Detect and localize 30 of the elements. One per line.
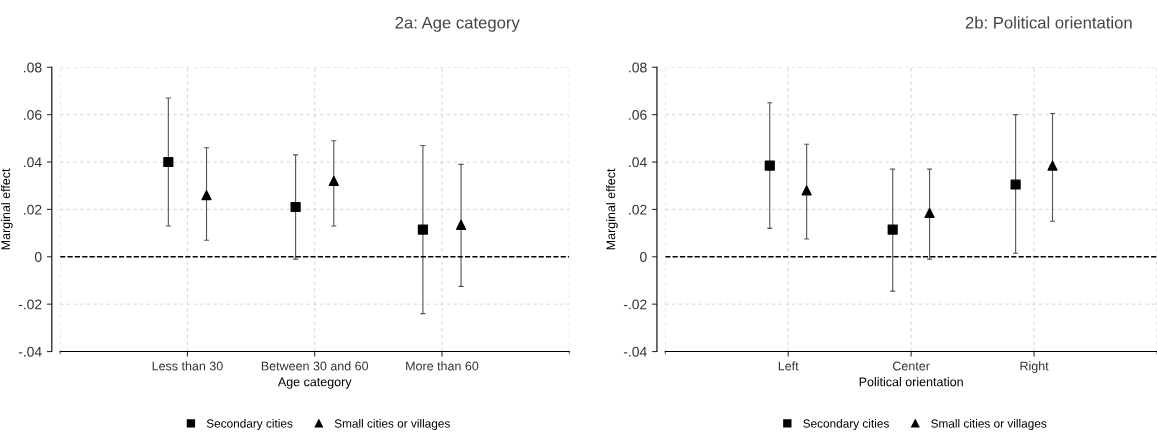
x-axis-title: Political orientation bbox=[859, 377, 963, 387]
x-tick-label: Between 30 and 60 bbox=[261, 361, 369, 371]
legend-label: Small cities or villages bbox=[334, 419, 450, 431]
y-tick-label: -.04 bbox=[18, 346, 42, 357]
y-axis-title: Marginal effect bbox=[0, 168, 13, 250]
x-axis-title: Age category bbox=[277, 377, 352, 389]
y-tick-label: 0 bbox=[34, 252, 42, 262]
y-tick-label: .06 bbox=[629, 109, 647, 120]
y-tick-label: -.02 bbox=[623, 299, 647, 310]
y-tick-label: -.02 bbox=[18, 299, 42, 310]
legend-label: Small cities or villages bbox=[931, 419, 1047, 431]
chart-title: 2a: Age category bbox=[395, 16, 520, 32]
y-tick-label: .02 bbox=[24, 204, 42, 215]
y-tick-label: .04 bbox=[24, 157, 42, 168]
chart-title: 2b: Political orientation bbox=[965, 16, 1132, 29]
legend-label: Secondary cities bbox=[803, 419, 889, 431]
y-tick-label: 0 bbox=[640, 252, 647, 262]
x-tick-label: Right bbox=[1020, 361, 1049, 373]
y-tick-label: .06 bbox=[24, 109, 42, 120]
legend-label: Secondary cities bbox=[206, 419, 293, 431]
x-tick-label: More than 60 bbox=[406, 361, 479, 371]
y-tick-label: .08 bbox=[24, 62, 42, 73]
x-tick-label: Center bbox=[893, 361, 930, 371]
x-tick-label: Less than 30 bbox=[152, 361, 223, 371]
x-tick-label: Left bbox=[778, 361, 799, 371]
y-tick-label: -.04 bbox=[623, 346, 647, 357]
y-tick-label: .04 bbox=[629, 157, 647, 168]
y-axis-title: Marginal effect bbox=[606, 168, 618, 250]
y-tick-label: .02 bbox=[629, 204, 647, 215]
y-tick-label: .08 bbox=[629, 62, 647, 73]
